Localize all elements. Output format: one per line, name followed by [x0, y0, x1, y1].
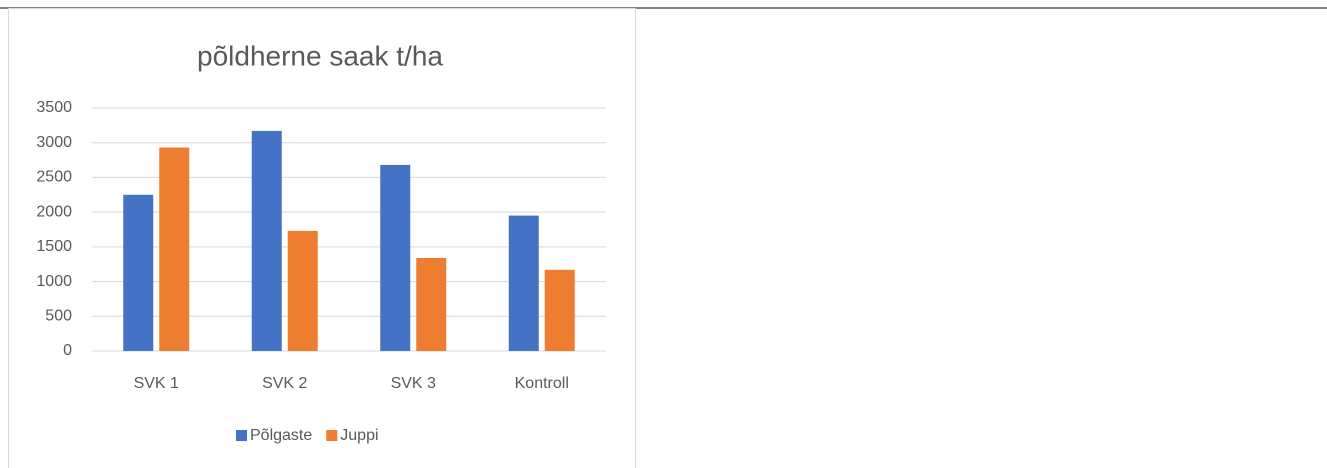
x-tick-label: SVK 2	[262, 375, 307, 392]
y-tick-label: 500	[45, 308, 72, 325]
chart-frame	[8, 8, 636, 468]
bar	[416, 257, 447, 351]
bar	[123, 194, 154, 351]
x-tick-label: SVK 3	[391, 375, 436, 392]
y-tick-label: 3000	[36, 134, 72, 151]
y-tick-label: 2500	[36, 169, 72, 186]
y-tick-label: 2000	[36, 203, 72, 220]
y-tick-label: 0	[63, 342, 72, 359]
x-tick-label: SVK 1	[134, 375, 179, 392]
bar	[159, 147, 190, 351]
y-tick-label: 1500	[36, 238, 72, 255]
y-tick-label: 1000	[36, 273, 72, 290]
bar	[380, 164, 411, 351]
bar	[251, 130, 282, 351]
bar	[544, 269, 575, 351]
legend-swatch	[236, 430, 247, 441]
y-tick-label: 3500	[36, 99, 72, 116]
legend-label: Juppi	[340, 427, 378, 444]
bar	[508, 215, 539, 351]
x-tick-label: Kontroll	[515, 375, 569, 392]
chart-title: põldherne saak t/ha	[197, 40, 443, 71]
bar	[287, 230, 318, 351]
legend-label: Põlgaste	[250, 427, 312, 444]
legend-swatch	[326, 430, 338, 441]
